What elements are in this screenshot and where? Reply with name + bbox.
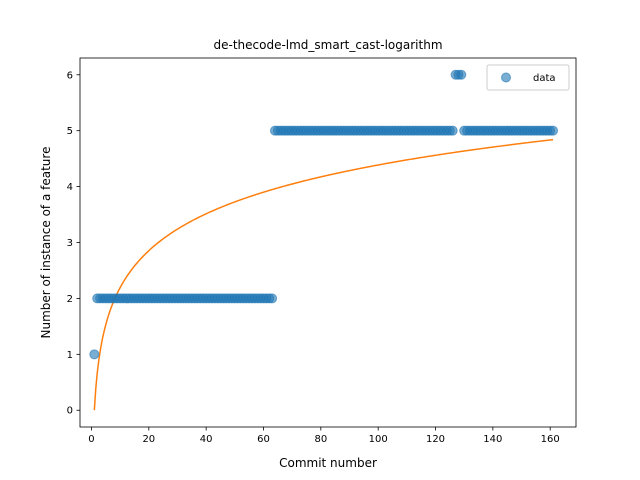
data-point [447,125,458,136]
data-point [548,125,559,136]
fit-curve-line [93,138,554,411]
x-axis-ticks: 0 20 40 60 80 100 120 140 160 [88,427,560,445]
legend-label-data: data [533,73,556,84]
x-tick-label: 140 [483,434,502,445]
data-points-layer [89,69,559,360]
x-tick-label: 20 [142,434,155,445]
y-tick-label: 6 [67,70,73,81]
x-axis-label: Commit number [279,456,377,470]
axes-frame [79,57,577,428]
x-tick-label: 60 [257,434,270,445]
plot-area [80,58,576,427]
data-point [89,349,100,360]
data-point [267,293,278,304]
fit-curve-layer [93,138,554,411]
x-tick-label: 80 [314,434,327,445]
data-point [456,69,467,80]
y-tick-label: 5 [67,126,73,137]
y-tick-label: 3 [67,238,73,249]
y-tick-label: 0 [67,406,73,417]
x-tick-label: 40 [200,434,213,445]
legend: data [486,64,570,91]
chart-title: de-thecode-lmd_smart_cast-logarithm [213,38,442,52]
legend-box [486,64,570,91]
y-axis-label: Number of instance of a feature [39,147,53,339]
x-tick-label: 160 [541,434,560,445]
y-tick-label: 4 [67,182,73,193]
y-axis-ticks: 0 1 2 3 4 5 6 [67,70,80,417]
y-tick-label: 2 [67,294,73,305]
legend-marker-data [501,72,511,83]
x-tick-label: 0 [88,434,94,445]
x-tick-label: 120 [426,434,445,445]
y-tick-label: 1 [67,350,73,361]
x-tick-label: 100 [369,434,388,445]
